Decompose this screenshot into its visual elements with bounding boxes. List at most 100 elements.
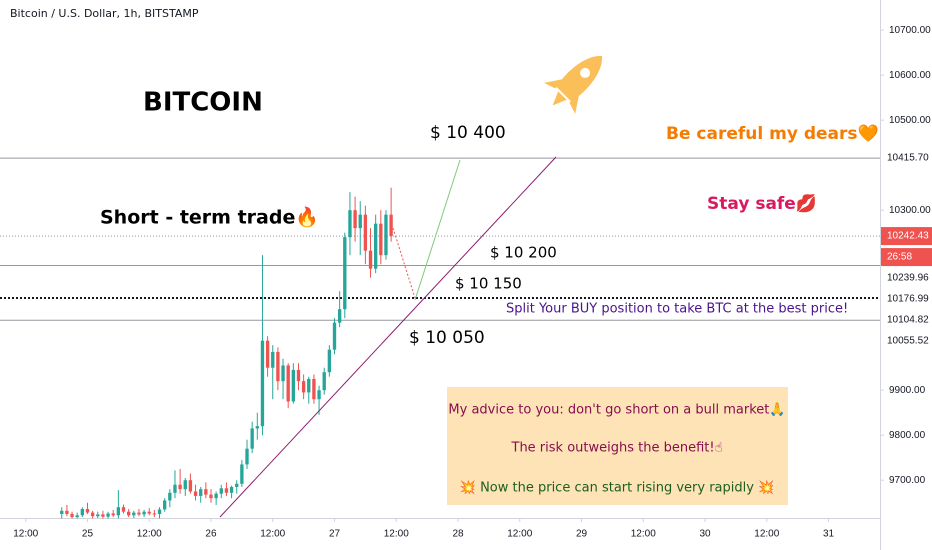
y-tick-label: 10500.00 [889, 115, 931, 126]
candle-body [245, 448, 249, 465]
x-tick-label: 12:00 [260, 529, 285, 540]
candle-body [235, 483, 239, 487]
candle-body [265, 340, 270, 368]
candle-body [65, 510, 69, 514]
candle-body [209, 494, 213, 499]
y-tick-label: 9900.00 [889, 385, 926, 396]
advice-line: The risk outweighs the benefit!☝ [511, 441, 723, 456]
candle-body [173, 484, 177, 493]
candle-body [142, 511, 146, 515]
price-label: 10415.70 [887, 153, 929, 164]
x-tick-label: 12:00 [384, 529, 409, 540]
candle-body [121, 507, 126, 512]
candle-body [374, 223, 378, 269]
x-tick-label: 31 [823, 529, 835, 540]
candle-body [296, 369, 301, 382]
candle-body [301, 381, 306, 393]
candle-body [152, 513, 157, 515]
advice-line: 💥 Now the price can start rising very ra… [460, 480, 775, 496]
annotation: $ 10 050 [409, 328, 485, 348]
candle-body [101, 514, 105, 517]
rocket-icon [544, 55, 603, 114]
candle-body [240, 464, 244, 484]
price-label: 10104.82 [887, 315, 929, 326]
candle-body [384, 214, 388, 256]
candle-body [260, 340, 265, 427]
candles [60, 187, 393, 519]
x-tick-label: 29 [576, 529, 588, 540]
candle-body [188, 480, 193, 492]
candle-body [368, 250, 373, 269]
annotation: Split Your BUY position to take BTC at t… [506, 302, 848, 317]
x-tick-label: 30 [699, 529, 711, 540]
x-tick-label: 27 [329, 529, 341, 540]
candle-body [250, 428, 254, 449]
x-tick-label: 12:00 [631, 529, 656, 540]
candle-body [178, 484, 182, 490]
price-label: 10176.99 [887, 294, 929, 305]
price-label-bg [881, 311, 932, 330]
price-label-bg [881, 269, 932, 288]
candle-body [116, 507, 121, 516]
price-label-bg [881, 149, 932, 168]
candle-body [379, 223, 383, 256]
candle-body [183, 480, 187, 490]
candle-body [193, 491, 198, 496]
price-label-bg [881, 332, 932, 351]
axes: 10700.00 10600.00 10500.00 10300.00 9900.00 9… [13, 25, 932, 540]
candle-body [229, 486, 234, 493]
candle-body [363, 214, 368, 251]
advice-box [447, 387, 788, 505]
candle-body [327, 349, 332, 373]
candle-body [157, 509, 162, 514]
price-label: 10242.43 [887, 231, 929, 242]
candle-body [332, 322, 337, 350]
candle-body [137, 512, 141, 515]
candle-body [163, 500, 167, 510]
countdown: 26:58 [887, 252, 912, 263]
x-tick-label: 28 [452, 529, 464, 540]
price-label: 10055.52 [887, 336, 929, 347]
x-tick-label: 12:00 [13, 529, 38, 540]
x-tick-label: 25 [82, 529, 94, 540]
candle-body [132, 512, 136, 516]
annotation: $ 10 200 [490, 244, 557, 262]
y-tick-label: 10600.00 [889, 70, 931, 81]
annotation: Be careful my dears🧡 [666, 124, 879, 144]
candle-body [90, 512, 95, 517]
advice-line: My advice to you: don't go short on a bu… [448, 402, 785, 418]
y-tick-label: 9700.00 [889, 475, 926, 486]
candle-body [276, 351, 280, 382]
candle-body [75, 515, 79, 518]
candle-body [126, 511, 131, 516]
candle-body [358, 214, 362, 229]
candle-body [80, 508, 85, 516]
candle-body [271, 351, 275, 368]
pullback-line [392, 227, 416, 299]
annotation: $ 10 150 [455, 275, 522, 293]
candle-body [214, 493, 218, 499]
price-label-bg [881, 227, 932, 246]
candle-body [343, 237, 347, 310]
x-tick-label: 12:00 [137, 529, 162, 540]
candle-body [168, 492, 172, 501]
annotation: BITCOIN [143, 88, 263, 118]
annotation: $ 10 400 [430, 123, 506, 143]
x-tick-label: 12:00 [754, 529, 779, 540]
price-label-bg [881, 290, 932, 309]
drawings [0, 157, 880, 321]
candle-body [106, 513, 110, 517]
candle-body [348, 210, 352, 238]
candle-body [281, 365, 285, 382]
candle-body [255, 426, 259, 429]
annotation: Stay safe💋 [707, 193, 817, 214]
candle-body [317, 390, 321, 400]
candle-body [85, 508, 90, 513]
x-tick-label: 26 [205, 529, 217, 540]
candle-body [353, 210, 357, 229]
candle-body [389, 214, 393, 237]
candle-body [312, 378, 316, 400]
chart-title: Bitcoin / U.S. Dollar, 1h, BITSTAMP [10, 7, 199, 20]
candle-body [70, 513, 74, 518]
